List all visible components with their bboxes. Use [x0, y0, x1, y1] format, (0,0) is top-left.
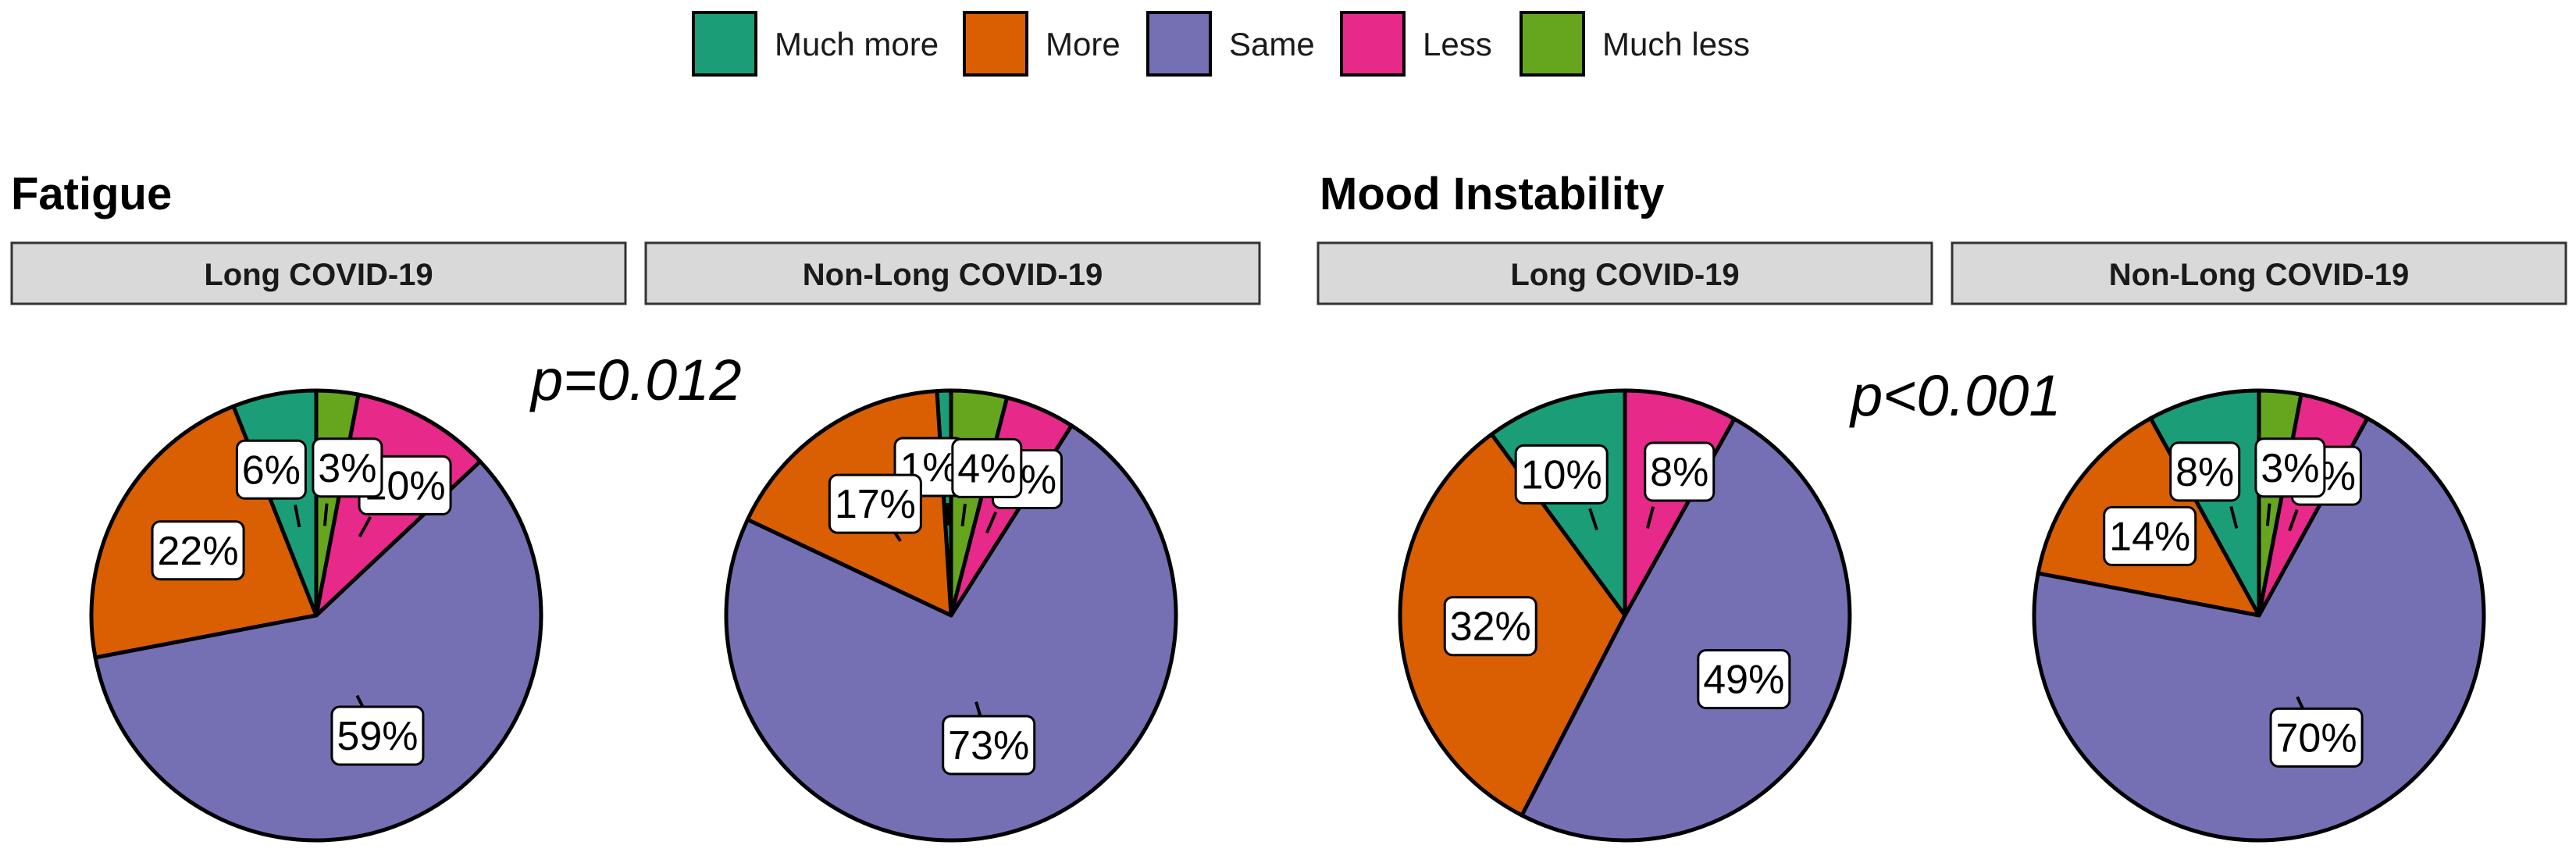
facet-label: Non-Long COVID-19 [803, 258, 1103, 292]
pie-slice-same [1520, 416, 1852, 843]
data-label-text: 17% [835, 482, 916, 527]
data-label-box [2254, 437, 2326, 498]
facet-label: Non-Long COVID-19 [2109, 258, 2409, 292]
data-label-box [330, 705, 425, 766]
legend-swatch [1340, 11, 1406, 77]
legend-label: Same [1229, 26, 1315, 62]
data-label-text: 59% [337, 714, 418, 759]
legend-item-much-more: Much more [692, 11, 939, 77]
data-label-text: 3% [2261, 446, 2319, 491]
data-label-text: 22% [158, 529, 239, 574]
pie-fatigue-non-long-covid-19: 1%17%73%5%4% [724, 388, 1178, 843]
data-label-box [1644, 441, 1716, 502]
data-label-box [235, 439, 307, 500]
data-label: 49% [1697, 649, 1791, 710]
pie-mood-instability-long-covid-19: 10% 32% 49% 8% [1398, 388, 1852, 843]
data-label-text: 4% [957, 446, 1016, 491]
data-label-text: 14% [2109, 514, 2190, 559]
legend-swatch [1146, 11, 1212, 77]
label-leader [1588, 508, 1598, 531]
facet-strip-mood-long: Long COVID-19 [1317, 241, 1933, 305]
data-label-box [2169, 441, 2241, 502]
legend-swatch [692, 11, 757, 77]
pie-slice-same [724, 423, 1178, 843]
data-label: 3% [2254, 437, 2326, 498]
data-label: 3% [312, 437, 383, 498]
data-label-box [942, 715, 1036, 776]
data-label: 70% [2269, 707, 2364, 768]
label-leader [358, 515, 372, 538]
data-label: 14% [2103, 505, 2197, 566]
legend-item-less: Less [1340, 11, 1492, 77]
label-leader [946, 503, 950, 526]
data-label-text: 10% [1521, 452, 1602, 497]
label-leader [960, 503, 967, 526]
p-value-fatigue: p=0.012 [529, 348, 742, 412]
data-label-text: 6% [242, 448, 301, 493]
data-label-text: 8% [2175, 450, 2234, 495]
pie-slice-same [2032, 416, 2486, 843]
data-label: 8% [2169, 441, 2241, 502]
pie-mood-instability-non-long-covid-19: 8%14%70%5%3% [2032, 388, 2486, 843]
legend-item-much-less: Much less [1520, 11, 1750, 77]
data-label-text: 32% [1450, 604, 1531, 650]
panel-title-mood-instability: Mood Instability [1320, 169, 1664, 219]
data-label: 59% [330, 705, 425, 766]
data-label: 10% [1514, 444, 1609, 505]
legend-label: More [1046, 26, 1121, 62]
data-label: 4% [951, 437, 1023, 498]
label-leader [294, 505, 301, 528]
label-leader [2265, 503, 2271, 526]
facet-label: Long COVID-19 [204, 258, 433, 292]
data-label: 22% [151, 520, 245, 581]
facet-label: Long COVID-19 [1510, 258, 1739, 292]
data-label-box [2269, 707, 2364, 768]
data-label: 73% [942, 715, 1036, 776]
data-label-text: 70% [2276, 715, 2357, 761]
label-leader [2288, 508, 2299, 532]
pie-slice-same [93, 459, 543, 843]
data-label-box [828, 473, 922, 534]
data-label-box [1443, 596, 1537, 657]
legend-swatch [963, 11, 1028, 77]
data-label: 17% [828, 473, 922, 534]
data-label-box [151, 520, 245, 581]
legend: Much more More Same Less Much less [692, 11, 1750, 77]
data-label-text: 49% [1703, 658, 1784, 703]
facet-strip-fatigue-long: Long COVID-19 [10, 241, 627, 305]
p-value-mood-instability: p<0.001 [1849, 363, 2061, 428]
data-label-box [1697, 649, 1791, 710]
data-label-text: 3% [318, 446, 376, 491]
data-label-text: 73% [948, 723, 1029, 768]
data-label: 32% [1443, 596, 1537, 657]
label-leader [985, 512, 998, 534]
label-leader [322, 503, 329, 526]
pie-fatigue-long-covid-19: 6%22%59%10%3% [89, 388, 543, 843]
data-label: 6% [235, 439, 307, 500]
data-label-box [951, 437, 1023, 498]
legend-label: Less [1423, 26, 1492, 62]
legend-item-same: Same [1146, 11, 1315, 77]
panel-title-fatigue: Fatigue [11, 169, 172, 219]
data-label-text: 8% [1650, 450, 1708, 495]
data-label-box [312, 437, 383, 498]
label-leader [2229, 506, 2239, 529]
label-leader [1645, 506, 1655, 529]
legend-item-more: More [963, 11, 1121, 77]
legend-label: Much less [1602, 26, 1750, 62]
data-label: 8% [1644, 441, 1716, 502]
data-label-box [1514, 444, 1609, 505]
data-label-box [2103, 505, 2197, 566]
facet-strip-mood-nonlong: Non-Long COVID-19 [1951, 241, 2567, 305]
legend-swatch [1520, 11, 1585, 77]
legend-label: Much more [775, 26, 939, 62]
pie-charts: 6%22%59%10%3% 1%17%73%5%4% 10%32%49%8% 8%14… [89, 388, 2486, 843]
facet-strip-fatigue-nonlong: Non-Long COVID-19 [644, 241, 1261, 305]
